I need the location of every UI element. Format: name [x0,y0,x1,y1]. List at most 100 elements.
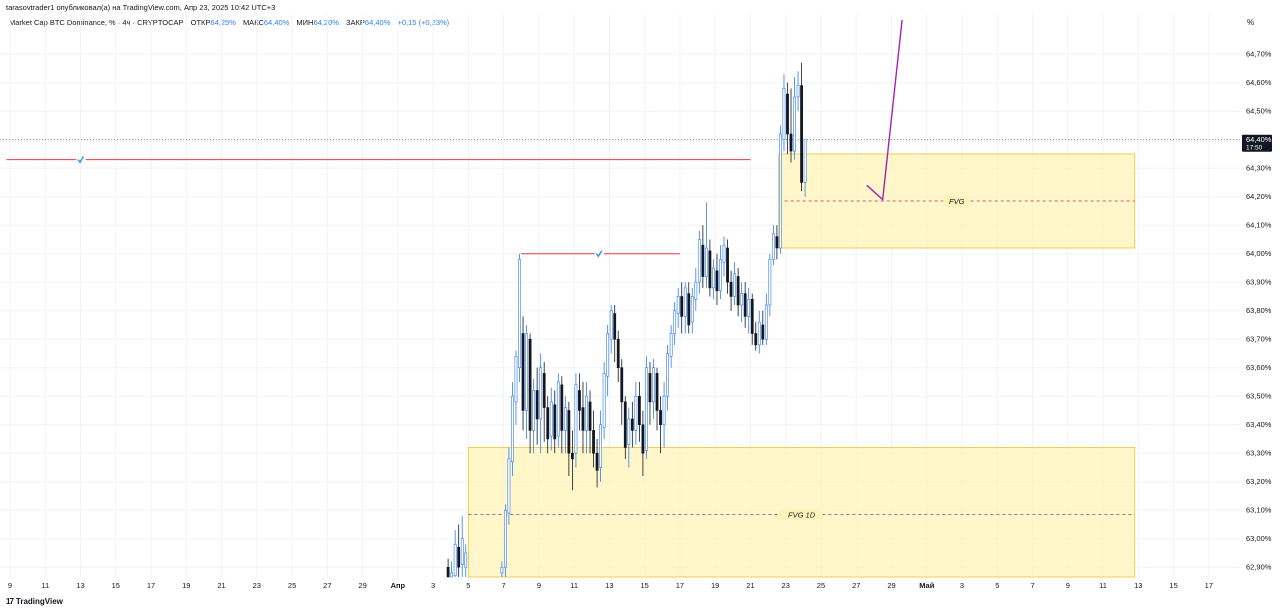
tradingview-logo-text: TradingView [15,597,63,606]
price-tick-label: 63,00% [1246,534,1272,543]
time-tick-label: 25 [288,581,296,590]
candle-body [507,458,511,514]
candle-body [464,552,468,568]
candle-body [641,424,645,454]
fvg-zones: FVG FVG 1D [467,153,1136,578]
time-tick-label: 5 [466,581,470,590]
price-tick-label: 63,70% [1246,335,1272,344]
candle-body [800,85,803,183]
symbol-name[interactable]: Market Cap BTC Dominance, % · 4ч · CRYPT… [9,18,184,27]
price-tick-label: 64,00% [1246,249,1272,258]
candle-body [747,298,751,317]
candle-body [719,259,722,292]
level-lines[interactable] [0,139,1240,258]
time-tick-label: 23 [782,581,790,590]
publish-caption: tarasovtrader1 опубликовал(а) на Trading… [6,3,276,12]
candle-body [560,384,564,431]
candle-body [669,333,673,357]
low-value: 64,20% [313,18,339,27]
last-price-badge [1242,134,1272,152]
fvg-zone-label-bg [943,195,971,206]
time-tick-label: 15 [641,581,649,590]
price-tick-label: 63,30% [1246,449,1272,458]
last-price-timer: 17:50 [1246,145,1263,152]
price-unit[interactable]: % [1247,18,1255,27]
candle-body [528,338,532,431]
time-tick-label: 13 [1134,581,1142,590]
time-tick-label: 17 [147,581,155,590]
candle-body [736,276,740,306]
candle-body [553,404,557,440]
time-tick-label: 17 [1205,581,1213,590]
fvg-zone-label: FVG 1D [788,510,816,519]
candle-body [535,390,539,420]
symbol-legend: Market Cap BTC Dominance, % · 4ч · CRYPT… [9,18,449,27]
price-tick-label: 63,80% [1246,306,1272,315]
candle-body [453,544,457,577]
candle-body [722,244,726,263]
time-tick-label: 3 [960,581,964,590]
time-tick-label: 23 [253,581,261,590]
candle-body [652,367,655,403]
candle-body [782,88,786,141]
candle-body [779,133,782,249]
open-label: ОТКР [190,18,211,27]
projection-path[interactable] [866,19,903,201]
price-tick-label: 63,10% [1246,506,1272,515]
time-tick-label: 3 [431,581,435,590]
close-value: 64,40% [364,18,391,27]
candle-body [648,373,652,403]
candle-body [532,390,536,431]
high-value: 64,40% [263,18,290,27]
price-tick-label: 64,20% [1246,192,1272,201]
candle-body [599,424,603,468]
candle-body [761,324,765,340]
time-tick-label: 11 [570,581,578,590]
candle-body [796,85,800,98]
candle-body [775,236,779,249]
candle-body [733,273,736,297]
tradingview-footer[interactable]: 17 TradingView [6,597,63,606]
price-axis[interactable]: 64,70% 64,60% 64,50% 64,40% 64,30% 64,20% 64,1… [1242,50,1272,572]
candle-body [666,353,669,397]
candle-body [708,250,712,289]
time-tick-label: 19 [182,581,190,590]
candle-body [514,355,518,403]
time-tick-label: 21 [746,581,754,590]
check-icon [595,250,603,258]
time-tick-label: 17 [676,581,684,590]
candle-body [546,407,550,440]
price-tick-label: 62,90% [1246,563,1272,572]
time-tick-label: 21 [217,581,225,590]
time-tick-label: Апр [391,581,406,590]
candle-body [655,373,659,411]
time-tick-label: 19 [711,581,719,590]
price-tick-label: 63,20% [1246,477,1272,486]
candle-body [595,452,599,471]
candle-body [687,293,691,326]
candles [446,62,807,578]
time-tick-label: 15 [1169,581,1177,590]
time-tick-label: Май [919,581,935,590]
check-icon [77,156,85,164]
candle-body [570,452,574,460]
candle-body [616,338,620,369]
time-tick-label: 9 [1066,581,1070,590]
time-tick-label: 13 [605,581,613,590]
time-tick-label: 7 [1030,581,1034,590]
candle-body [764,304,768,340]
candle-body [630,418,634,431]
candle-body [542,373,546,408]
candle-body [620,367,624,403]
price-tick-label: 63,40% [1246,420,1272,429]
tradingview-logo-icon: 17 [6,597,14,606]
candle-body [588,401,592,431]
candle-body [704,247,708,277]
candle-body [789,133,793,152]
candle-body [613,313,617,340]
time-tick-label: 15 [112,581,120,590]
candle-body [740,293,744,306]
time-axis[interactable]: 9 11 13 15 17 19 21 23 25 27 29 Апр 3 5 7 9 11 13 15 17 19 21… [8,581,1213,590]
candle-body [683,287,687,317]
